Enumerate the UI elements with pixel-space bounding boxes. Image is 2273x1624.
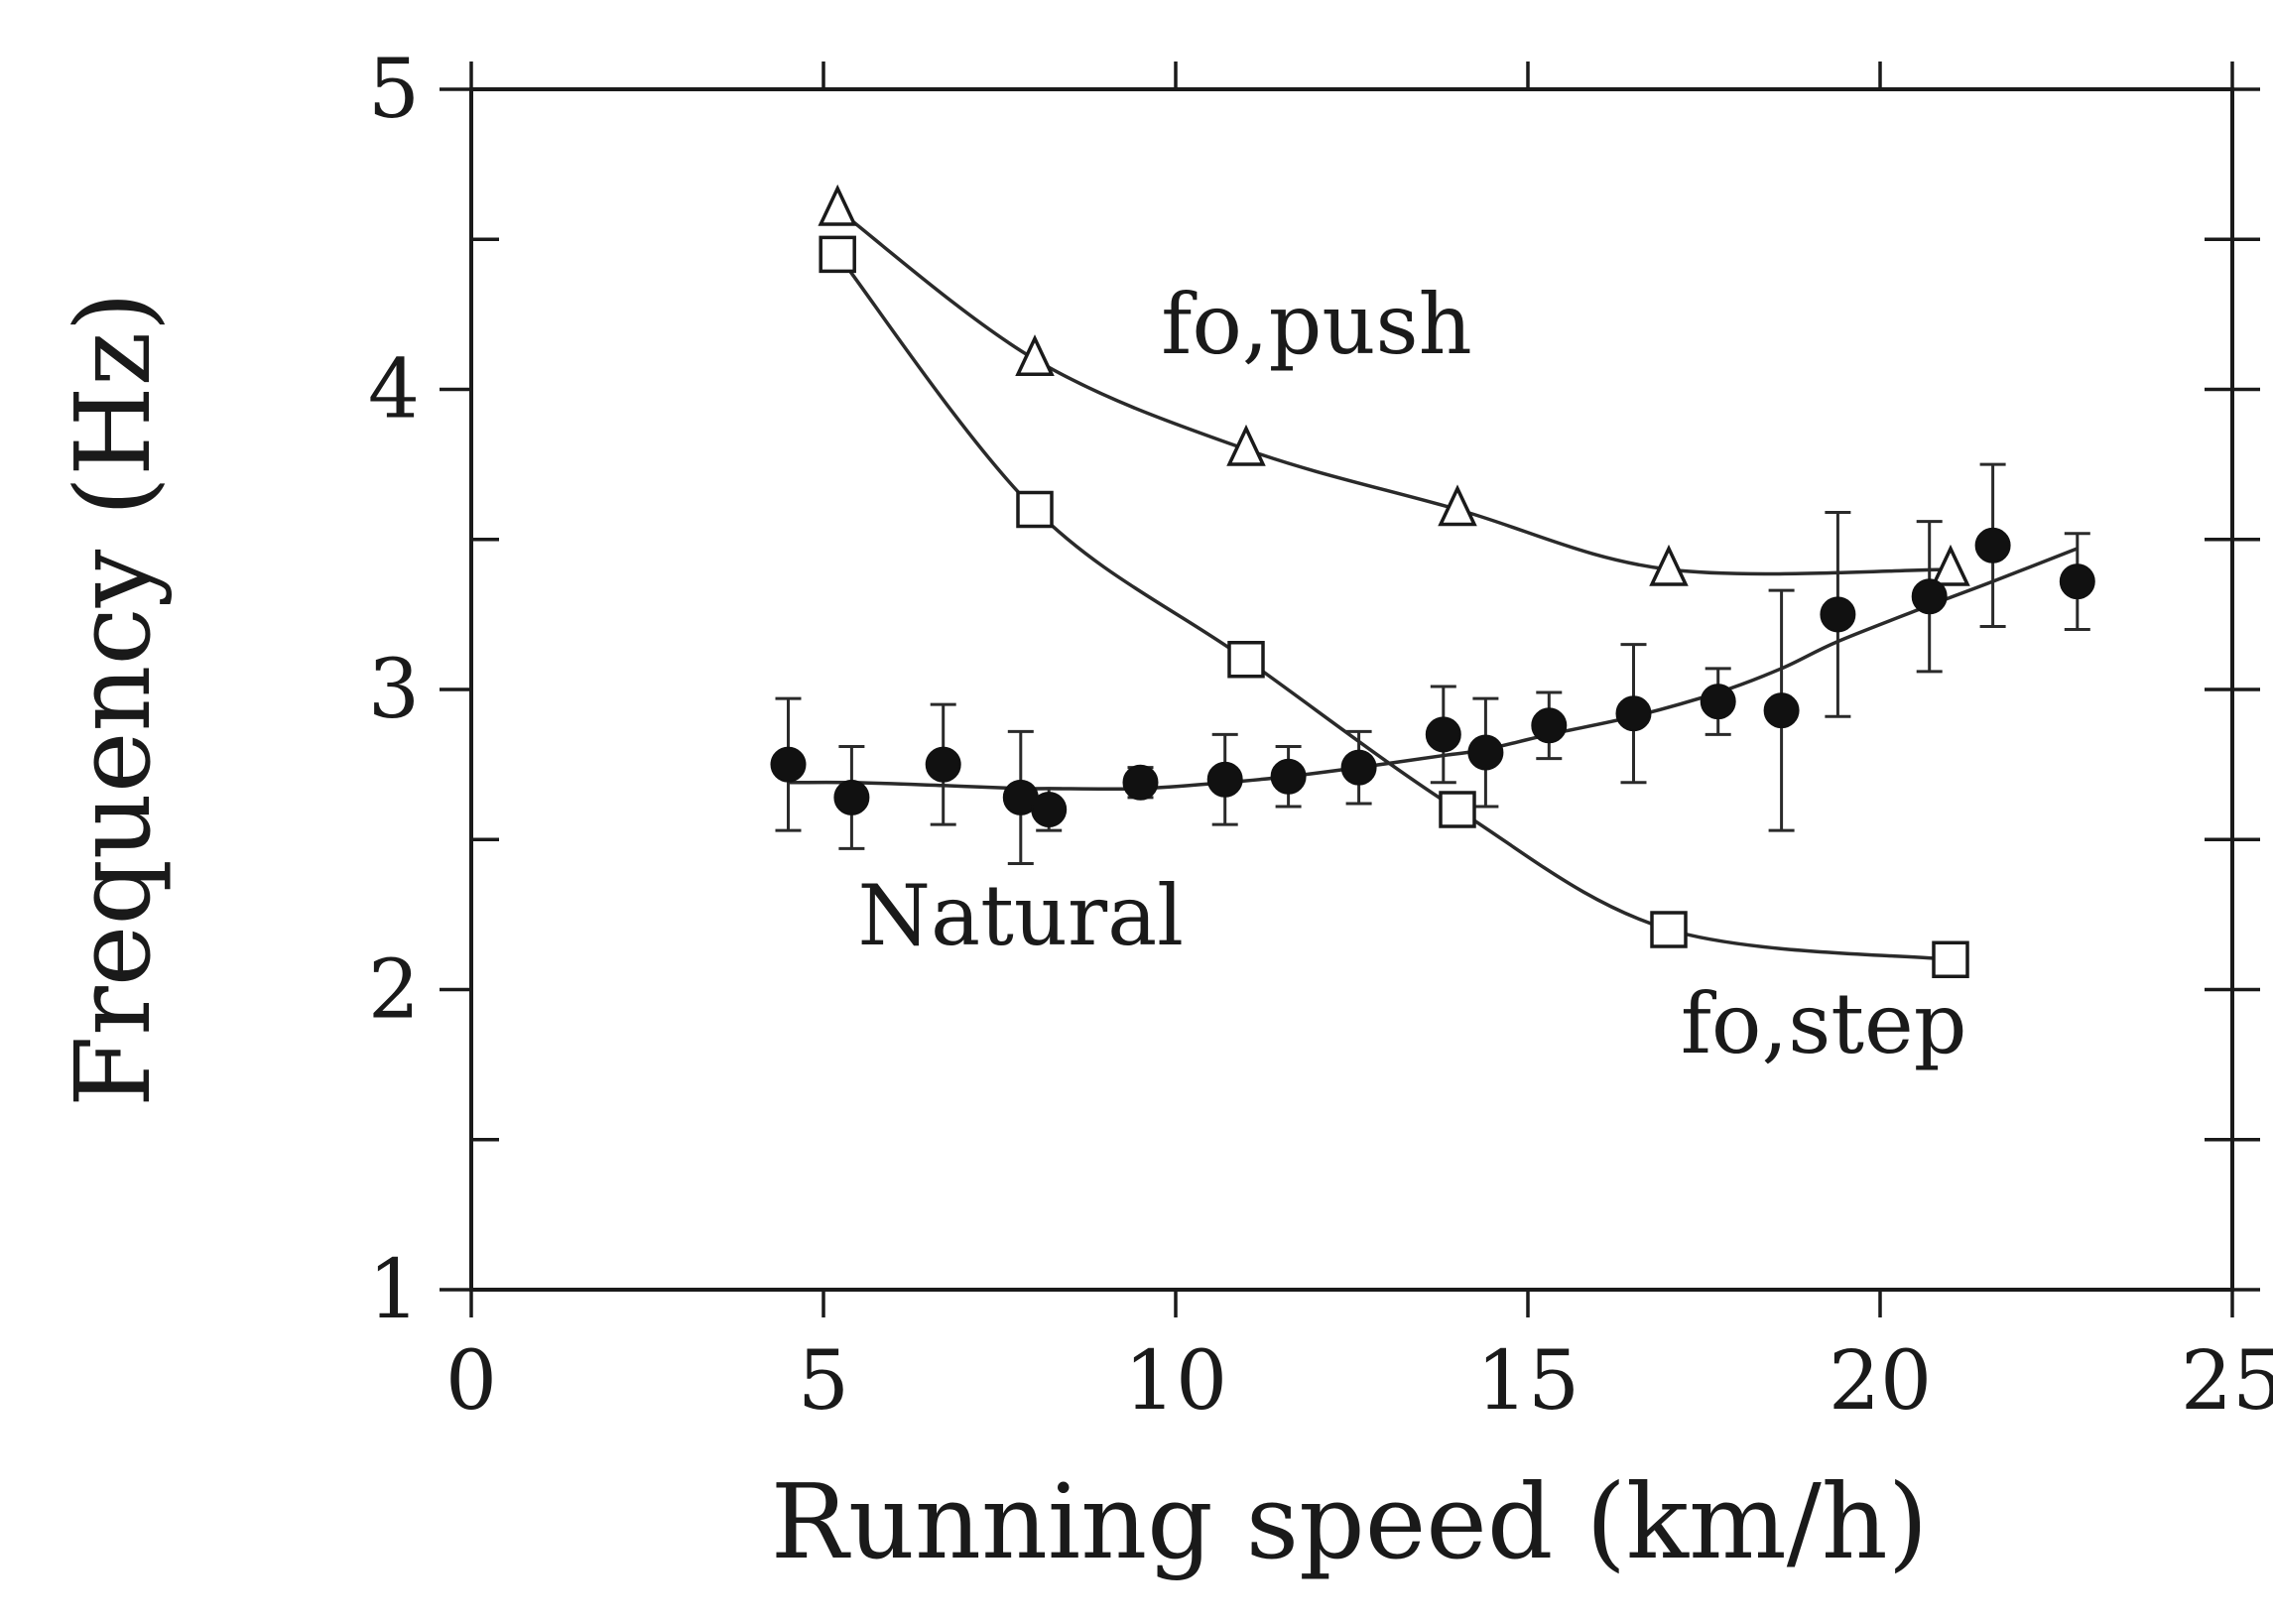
data-point-natural [1031,792,1068,827]
data-point-fo-step [819,235,856,274]
series-annotations: fo,push Natural fo,step [858,276,1967,1072]
y-tick-label: 5 [368,43,420,137]
data-point-natural [1340,749,1377,786]
data-point-natural [1763,692,1800,729]
data-point-natural [2059,563,2095,600]
data-point-natural [1911,578,1948,615]
data-point-natural [1122,764,1159,801]
data-point-natural [1270,758,1307,795]
data-point-natural [833,779,870,815]
y-tick-label: 3 [368,643,420,737]
data-point-fo-step [1439,791,1476,828]
data-point-fo-push [818,184,857,226]
data-point-fo-step [1650,911,1688,948]
series-markers [770,184,2095,978]
data-point-fo-push [1226,424,1266,466]
data-point-natural [770,746,807,783]
annotation-fo-push: fo,push [1161,276,1471,373]
data-point-fo-push [1015,334,1055,376]
data-point-fo-step [1932,940,1969,978]
x-axis-title: Running speed (km/h) [771,1461,1929,1582]
data-point-fo-step [1227,641,1265,679]
plot-frame [469,87,2234,1292]
annotation-fo-step: fo,step [1681,975,1967,1072]
annotation-natural: Natural [858,867,1185,964]
data-point-fo-push [1931,544,1970,586]
data-point-natural [1531,707,1568,744]
data-point-natural [1615,695,1652,732]
plot-border [469,87,2234,1292]
x-tick-label: 25 [2181,1334,2273,1429]
y-tick-label: 4 [368,343,420,437]
data-point-natural [1974,527,2011,563]
y-axis-title: Frequency (Hz) [53,292,174,1107]
data-point-fo-push [1649,544,1689,586]
data-point-natural [1425,716,1461,753]
data-point-fo-push [1438,484,1477,527]
data-point-fo-step [1016,490,1054,529]
x-tick-label: 20 [1829,1334,1932,1429]
data-point-natural [1700,684,1736,720]
axis-ticks [440,62,2260,1317]
x-tick-label: 10 [1124,1334,1227,1429]
data-point-natural [1206,761,1243,798]
x-tick-label: 0 [445,1334,497,1429]
y-tick-label: 1 [368,1243,420,1337]
series-line-natural [788,547,2079,792]
y-tick-label: 2 [368,943,420,1038]
data-point-natural [1467,734,1504,771]
x-tick-label: 15 [1476,1334,1579,1429]
data-point-natural [925,746,961,783]
x-tick-label: 5 [798,1334,849,1429]
series-line-fo-push [836,207,1952,576]
series-line-fo-step [835,253,1952,961]
data-point-natural [1820,596,1856,633]
axis-labels: Running speed (km/h) Frequency (Hz) 0 5 10… [53,43,2273,1582]
